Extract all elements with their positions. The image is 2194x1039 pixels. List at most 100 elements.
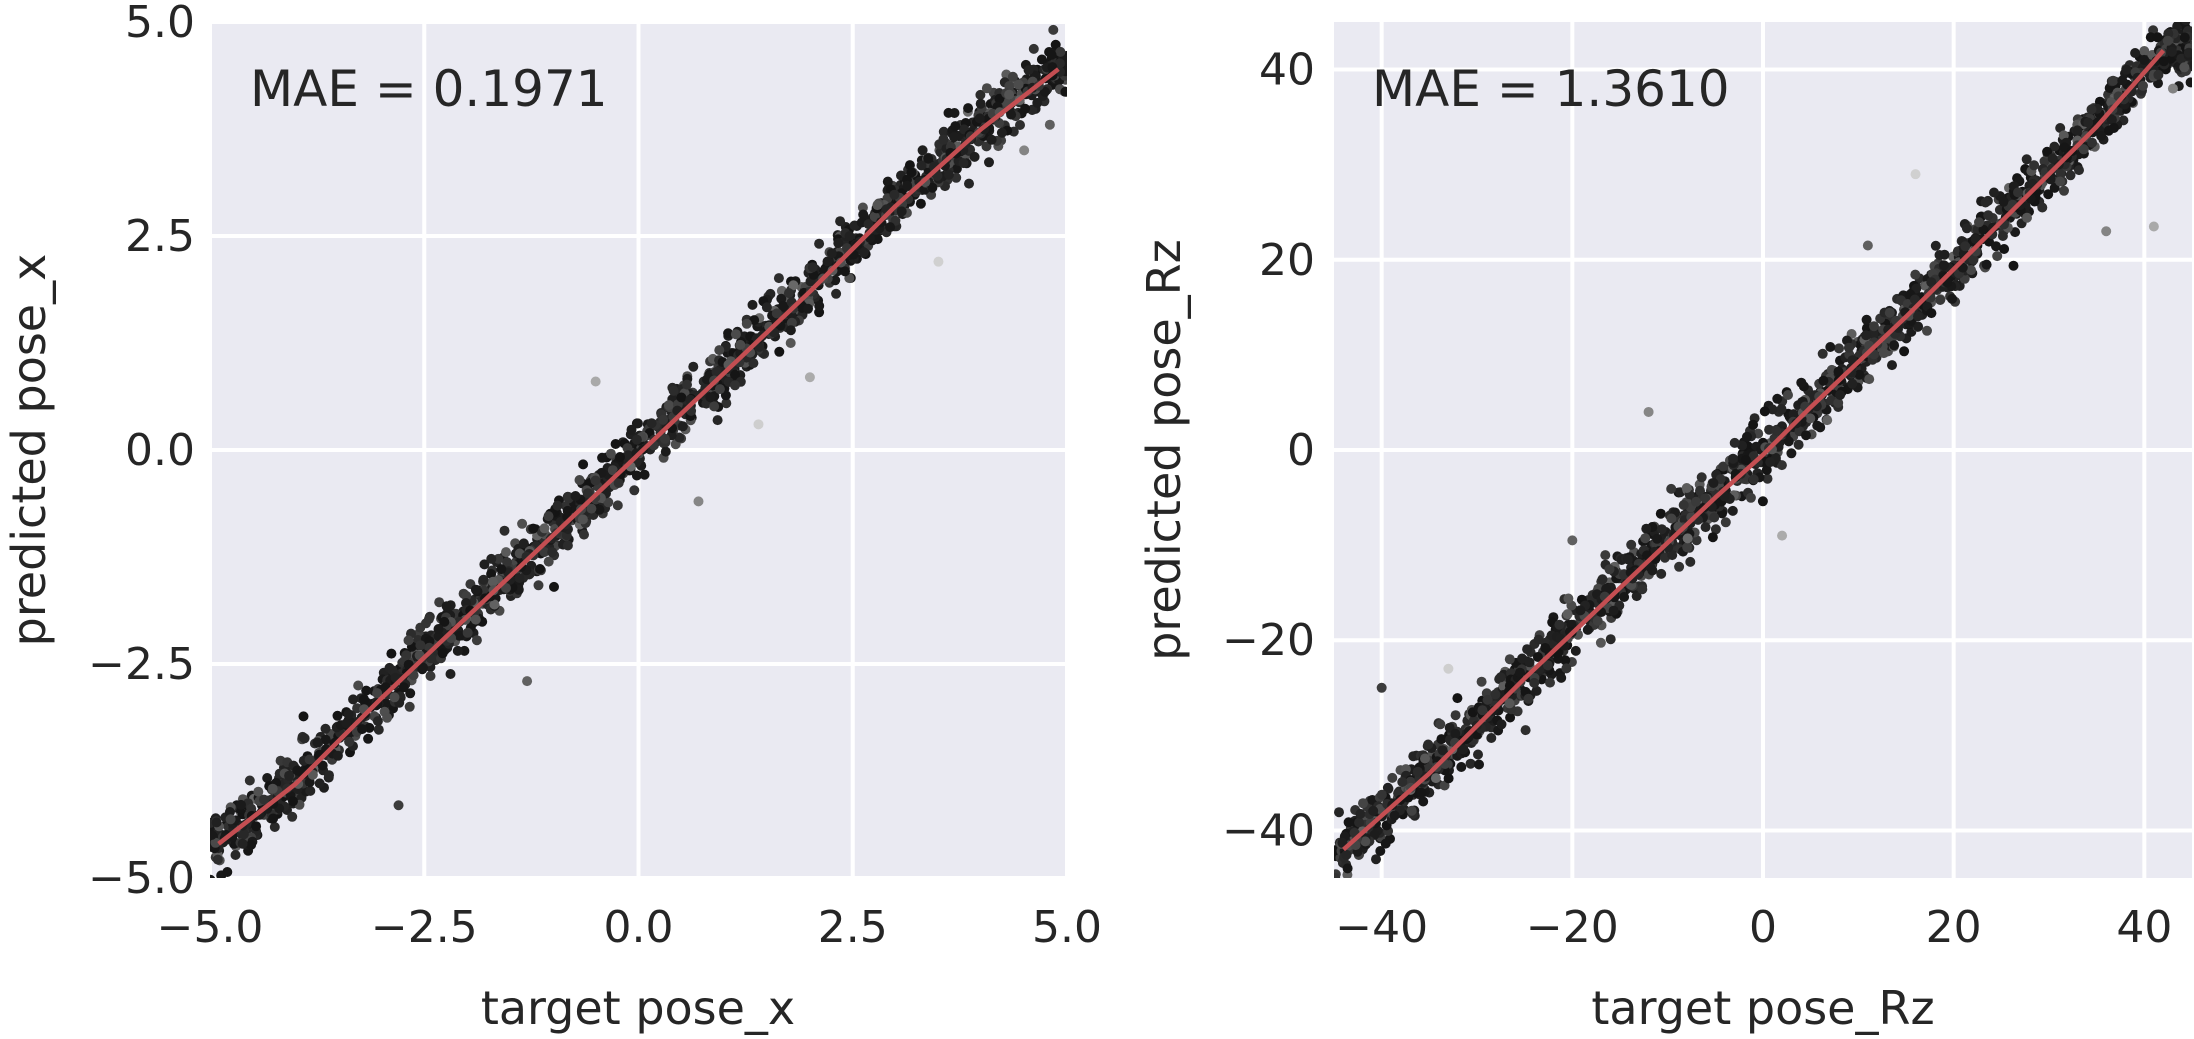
- data-point: [1354, 817, 1365, 828]
- data-point: [259, 794, 269, 805]
- data-point: [288, 796, 298, 807]
- x-tick-label: −5.0: [157, 902, 264, 953]
- data-point: [1597, 574, 1608, 585]
- data-point: [748, 358, 759, 369]
- data-point: [1666, 483, 1677, 494]
- data-point: [676, 392, 687, 403]
- data-point: [2059, 185, 2069, 196]
- data-point: [210, 837, 221, 848]
- data-point: [826, 248, 837, 259]
- data-point: [1910, 269, 1921, 280]
- data-point: [1767, 404, 1778, 415]
- data-point: [896, 206, 907, 217]
- y-tick-labels: −5.0 −2.5 0.0 2.5 5.0: [88, 0, 195, 904]
- data-point: [1450, 710, 1461, 721]
- data-point: [210, 874, 216, 878]
- data-point: [1542, 660, 1553, 671]
- data-point: [341, 718, 352, 729]
- data-point: [623, 450, 634, 461]
- data-point: [1389, 810, 1400, 821]
- data-point: [1718, 461, 1729, 472]
- data-point: [938, 126, 949, 137]
- data-point: [1745, 492, 1756, 503]
- data-point: [1060, 86, 1067, 97]
- data-point: [539, 547, 550, 557]
- data-point: [1682, 542, 1693, 553]
- data-point: [774, 346, 785, 357]
- data-point: [1869, 321, 1879, 332]
- data-point: [1504, 698, 1515, 709]
- data-point: [639, 469, 650, 480]
- data-point: [1656, 568, 1667, 579]
- data-point: [1825, 342, 1836, 352]
- outlier-point: [804, 372, 815, 383]
- x-tick-label: 2.5: [818, 902, 888, 953]
- data-point: [1048, 24, 1059, 35]
- data-point: [312, 737, 323, 748]
- data-point: [470, 584, 481, 595]
- data-point: [1622, 554, 1633, 565]
- data-point: [1382, 782, 1393, 793]
- data-point: [938, 134, 949, 145]
- data-point: [1523, 693, 1534, 704]
- data-point: [1582, 624, 1593, 635]
- data-point: [298, 711, 309, 722]
- data-point: [2055, 168, 2066, 179]
- data-point: [1641, 523, 1652, 534]
- data-point: [1477, 705, 1488, 716]
- data-point: [212, 854, 223, 865]
- data-point: [1458, 744, 1469, 755]
- data-point: [1371, 854, 1381, 865]
- data-point: [549, 581, 559, 592]
- data-point: [1981, 259, 1992, 270]
- data-point: [2021, 154, 2032, 165]
- data-point: [1619, 592, 1630, 602]
- data-point: [262, 773, 273, 783]
- data-point: [872, 234, 883, 245]
- data-point: [969, 151, 980, 162]
- data-point: [1456, 762, 1467, 772]
- data-point: [1533, 634, 1544, 645]
- data-point: [222, 867, 233, 877]
- data-point: [1666, 513, 1677, 524]
- data-point: [1004, 89, 1015, 100]
- data-point: [1997, 231, 2008, 241]
- data-point: [778, 300, 789, 311]
- data-point: [1991, 241, 2001, 252]
- data-point: [2108, 123, 2119, 133]
- data-point: [1626, 539, 1637, 550]
- data-point: [2159, 11, 2169, 21]
- data-point: [317, 760, 328, 771]
- data-point: [299, 733, 310, 744]
- y-tick-label: 20: [1259, 235, 1315, 286]
- outlier-point: [753, 419, 764, 430]
- outlier-point: [1681, 483, 1692, 494]
- data-point: [1054, 58, 1065, 69]
- outlier-point: [1643, 406, 1654, 417]
- data-point: [441, 601, 452, 612]
- data-point: [359, 694, 369, 705]
- scatter-panel-pose-x: −5.0 −2.5 0.0 2.5 5.0 −5.0 −2.5 0.0 2.5 5.0 targ…: [2, 0, 1102, 1035]
- data-point: [1796, 377, 1807, 388]
- data-point: [1913, 321, 1924, 332]
- data-point: [1529, 677, 1540, 688]
- data-point: [1604, 564, 1615, 575]
- data-point: [1884, 307, 1895, 318]
- data-point: [1006, 109, 1017, 120]
- data-point: [528, 523, 539, 534]
- data-point: [771, 308, 782, 319]
- data-point: [1007, 71, 1018, 82]
- data-point: [597, 452, 608, 463]
- data-point: [1023, 65, 1034, 76]
- data-point: [682, 379, 692, 390]
- data-point: [1966, 265, 1977, 276]
- data-point: [2065, 170, 2076, 181]
- data-point: [547, 547, 558, 558]
- data-point: [1496, 719, 1507, 730]
- data-point: [574, 475, 585, 485]
- data-point: [535, 564, 545, 574]
- data-point: [230, 850, 241, 860]
- data-point: [741, 318, 752, 329]
- data-point: [803, 303, 813, 314]
